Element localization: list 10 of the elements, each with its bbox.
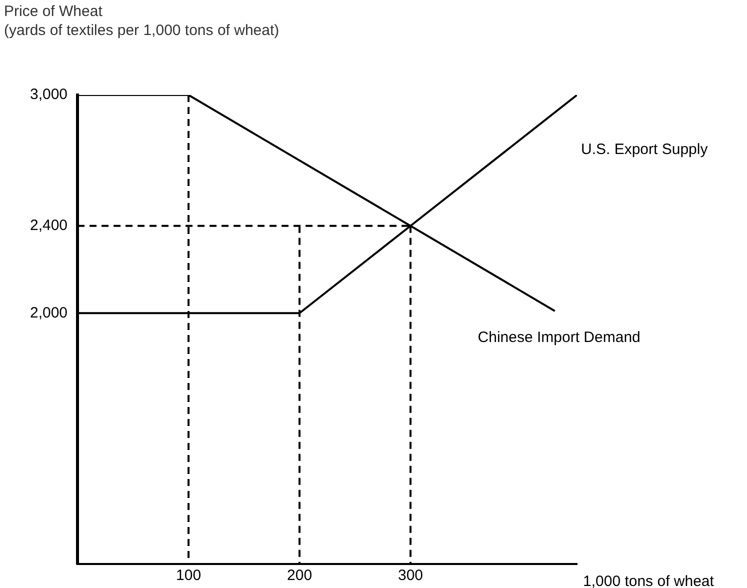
x-axis-title: 1,000 tons of wheat xyxy=(583,573,715,588)
series-label: Chinese Import Demand xyxy=(478,329,640,346)
x-tick-label: 200 xyxy=(287,567,312,584)
x-tick-label: 100 xyxy=(176,567,202,584)
y-axis-title: Price of Wheat (yards of textiles per 1,000 tons of wheat) xyxy=(4,2,280,40)
y-tick-label: 2,000 xyxy=(30,304,68,322)
y-tick-label: 2,400 xyxy=(30,217,68,234)
x-tick-label: 300 xyxy=(398,567,424,584)
text: U.S. Export Supply xyxy=(581,141,708,158)
y-tick-label: 3,000 xyxy=(30,86,68,104)
